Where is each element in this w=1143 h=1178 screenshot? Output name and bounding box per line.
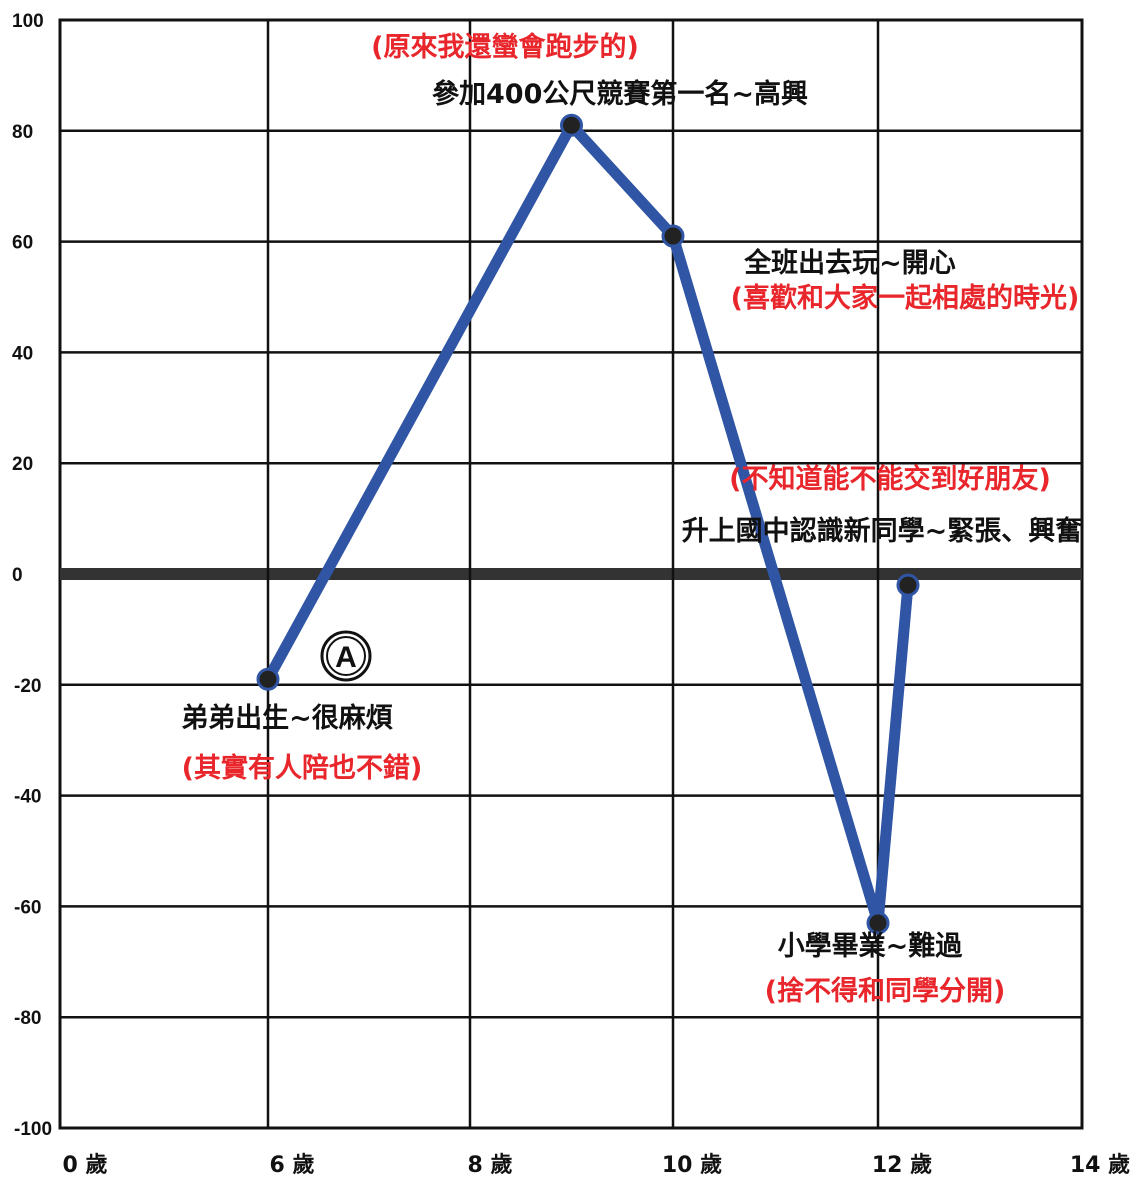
y-tick-label: 0 — [12, 565, 23, 586]
data-point — [866, 911, 890, 935]
data-point — [560, 113, 583, 137]
annotation-birth-line-2: (其實有人陪也不錯) — [182, 752, 423, 784]
annotation-race-line-1: (原來我還蠻會跑步的) — [371, 31, 639, 63]
y-axis-ticks: 100 80 60 40 20 0 -20 -40 -60 -80 -100 — [12, 11, 52, 1140]
x-tick-label: 0 歲 — [63, 1153, 108, 1178]
annotation-junior-high-line-1: (不知道能不能交到好朋友) — [729, 463, 1051, 495]
y-tick-label: -100 — [14, 1119, 52, 1140]
marker-label: A — [335, 641, 357, 674]
annotation-birth-line-1: 弟弟出生~很麻煩 — [181, 703, 394, 734]
annotations: 弟弟出生~很麻煩 (其實有人陪也不錯) (原來我還蠻會跑步的) 參加400公尺競賽第一… — [181, 31, 1082, 1007]
marker-circle — [320, 630, 372, 682]
data-point — [256, 667, 280, 691]
annotation-race-line-2: 參加400公尺競賽第一名~高興 — [432, 78, 808, 110]
x-tick-label: 14 歲 — [1070, 1153, 1130, 1178]
y-tick-label: -20 — [14, 676, 41, 697]
marker-a: A — [320, 630, 372, 682]
x-tick-label: 8 歲 — [468, 1153, 513, 1178]
annotation-outing-line-2: (喜歡和大家一起相處的時光) — [731, 282, 1080, 314]
x-tick-label: 6 歲 — [270, 1153, 315, 1178]
y-tick-label: 100 — [12, 11, 44, 32]
data-point — [661, 224, 685, 248]
y-tick-label: -40 — [14, 787, 41, 808]
x-tick-label: 10 歲 — [662, 1153, 722, 1178]
annotation-graduation-line-1: 小學畢業~難過 — [778, 931, 964, 962]
marker-inner-ring — [326, 636, 366, 676]
y-tick-label: -80 — [14, 1008, 41, 1029]
y-tick-label: 40 — [12, 343, 33, 364]
annotation-graduation-line-2: (捨不得和同學分開) — [765, 975, 1006, 1007]
y-tick-label: -60 — [14, 897, 41, 918]
x-tick-label: 12 歲 — [872, 1153, 932, 1178]
y-tick-label: 80 — [12, 122, 33, 143]
data-series — [256, 113, 920, 935]
data-point — [896, 573, 920, 597]
grid — [58, 18, 1084, 1130]
x-axis-ticks: 0 歲 6 歲 8 歲 10 歲 12 歲 14 歲 — [63, 1153, 1131, 1178]
y-tick-label: 60 — [12, 233, 33, 254]
y-tick-label: 20 — [12, 454, 33, 475]
annotation-outing-line-1: 全班出去玩~開心 — [743, 247, 956, 279]
annotation-junior-high-line-2: 升上國中認識新同學~緊張、興奮 — [682, 515, 1083, 547]
